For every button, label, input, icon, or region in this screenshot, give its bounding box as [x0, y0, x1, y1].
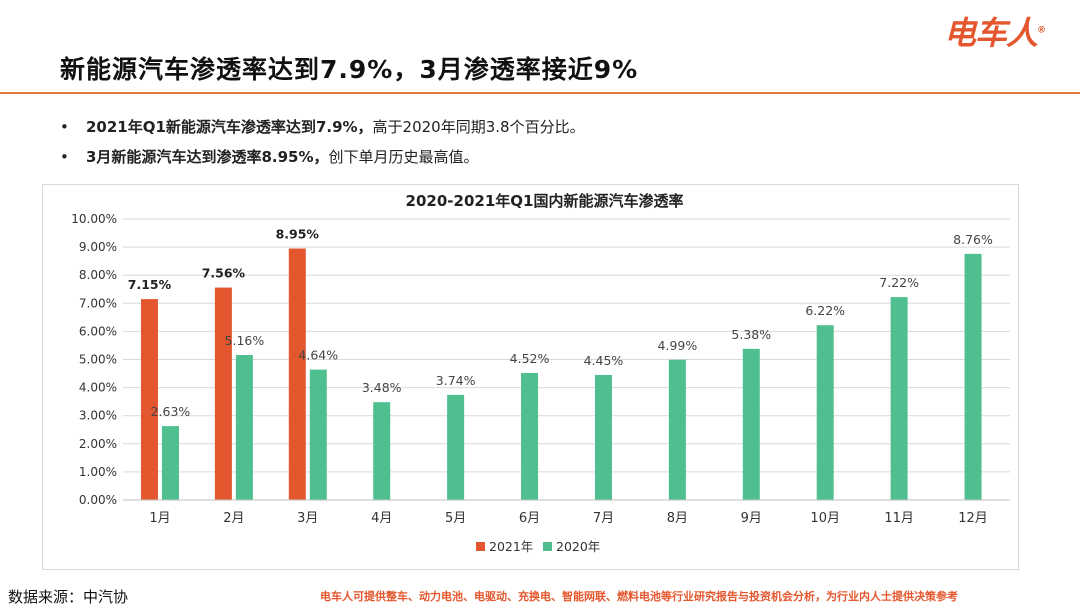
data-label-2020: 8.76% — [953, 232, 993, 247]
data-label-2020: 5.16% — [225, 333, 265, 348]
bar-2020 — [964, 253, 982, 500]
bar-2020 — [521, 372, 539, 500]
y-tick-label: 6.00% — [79, 324, 117, 338]
data-label-2020: 4.45% — [584, 353, 624, 368]
y-tick-label: 5.00% — [79, 353, 117, 367]
data-label-2020: 3.74% — [436, 373, 476, 388]
x-tick-label: 4月 — [371, 511, 392, 526]
bar-2021 — [288, 248, 306, 500]
x-tick-label: 5月 — [445, 511, 466, 526]
page-title: 新能源汽车渗透率达到7.9%，3月渗透率接近9% — [60, 55, 639, 84]
x-tick-label: 2月 — [223, 511, 244, 526]
y-tick-label: 8.00% — [79, 268, 117, 282]
data-label-2020: 5.38% — [731, 327, 771, 342]
x-tick-label: 12月 — [958, 511, 988, 526]
data-label-2021: 7.56% — [202, 266, 246, 281]
y-tick-label: 10.00% — [71, 212, 117, 226]
bar-2020 — [594, 374, 612, 500]
bar-2020 — [447, 394, 465, 500]
data-label-2020: 2.63% — [151, 404, 191, 419]
bar-2021 — [214, 287, 232, 500]
brand-logo: 电车人® — [944, 8, 1046, 54]
bar-2020 — [890, 297, 908, 500]
data-label-2020: 3.48% — [362, 380, 402, 395]
x-tick-label: 10月 — [810, 511, 840, 526]
x-tick-label: 11月 — [884, 511, 914, 526]
penetration-bar-chart: 2020-2021年Q1国内新能源汽车渗透率 0.00% 1.00% 2.00% 3.0… — [71, 192, 1010, 554]
bullet-item: • 3月新能源汽车达到渗透率8.95%，创下单月历史最高值。 — [60, 142, 585, 172]
y-tick-label: 3.00% — [79, 409, 117, 423]
x-tick-label: 8月 — [667, 511, 688, 526]
bar-2020 — [373, 402, 391, 500]
bullet-marker: • — [60, 148, 69, 166]
y-tick-label: 4.00% — [79, 381, 117, 395]
y-tick-label: 0.00% — [79, 493, 117, 507]
legend-label: 2021年 — [489, 539, 533, 554]
bar-2020 — [235, 355, 253, 500]
bar-2021 — [140, 299, 158, 500]
bar-2020 — [816, 325, 834, 500]
data-label-2020: 7.22% — [879, 275, 919, 290]
bullet-text: 高于2020年同期3.8个百分比。 — [372, 118, 585, 136]
data-label-2020: 4.64% — [298, 348, 338, 363]
logo-text: 电车人 — [944, 14, 1038, 52]
chart-container: 2020-2021年Q1国内新能源汽车渗透率 0.00% 1.00% 2.00% 3.0… — [42, 184, 1019, 570]
legend-swatch — [476, 542, 485, 551]
chart-title: 2020-2021年Q1国内新能源汽车渗透率 — [406, 192, 684, 210]
data-label-2020: 6.22% — [805, 303, 845, 318]
bullet-list: • 2021年Q1新能源汽车渗透率达到7.9%，高于2020年同期3.8个百分比。… — [60, 112, 585, 172]
x-tick-label: 9月 — [741, 511, 762, 526]
y-tick-label: 2.00% — [79, 437, 117, 451]
bar-2020 — [161, 426, 179, 500]
bullet-bold-text: 2021年Q1新能源汽车渗透率达到7.9%， — [86, 118, 373, 136]
bullet-marker: • — [60, 118, 69, 136]
legend-label: 2020年 — [556, 539, 600, 554]
data-label-2021: 8.95% — [276, 227, 320, 242]
data-label-2021: 7.15% — [128, 277, 172, 292]
y-tick-label: 7.00% — [79, 296, 117, 310]
footer-note: 电车人可提供整车、动力电池、电驱动、充换电、智能网联、燃料电池等行业研究报告与投… — [320, 590, 958, 603]
bar-2020 — [309, 369, 327, 500]
registered-mark: ® — [1037, 25, 1046, 36]
x-tick-label: 3月 — [297, 511, 318, 526]
x-tick-label: 1月 — [149, 511, 170, 526]
legend-swatch — [543, 542, 552, 551]
x-tick-label: 7月 — [593, 511, 614, 526]
data-label-2020: 4.52% — [510, 351, 550, 366]
bar-2020 — [742, 348, 760, 500]
bullet-item: • 2021年Q1新能源汽车渗透率达到7.9%，高于2020年同期3.8个百分比。 — [60, 112, 585, 142]
y-tick-label: 1.00% — [79, 465, 117, 479]
bar-2020 — [668, 359, 686, 500]
title-divider — [0, 92, 1080, 94]
bullet-text: 创下单月历史最高值。 — [328, 148, 479, 166]
data-source: 数据来源：中汽协 — [8, 588, 129, 606]
data-label-2020: 4.99% — [658, 338, 698, 353]
bullet-bold-text: 3月新能源汽车达到渗透率8.95%， — [86, 148, 329, 166]
y-tick-label: 9.00% — [79, 240, 117, 254]
x-tick-label: 6月 — [519, 511, 540, 526]
